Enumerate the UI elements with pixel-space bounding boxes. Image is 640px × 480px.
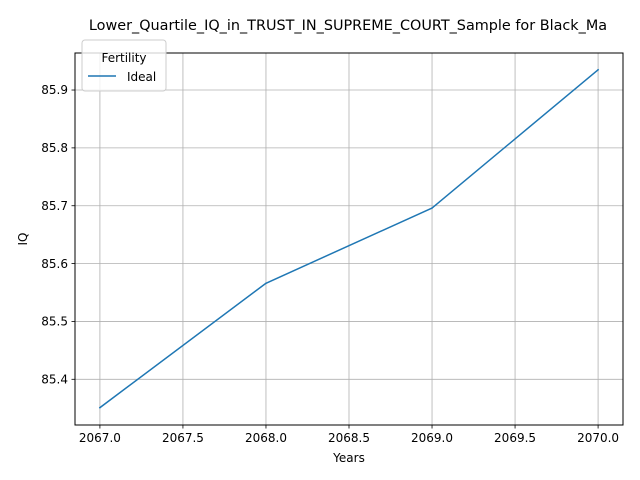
y-tick-label: 85.9 — [41, 83, 68, 97]
grid — [75, 53, 623, 425]
x-tick-label: 2070.0 — [577, 431, 619, 445]
legend-title: Fertility — [101, 51, 146, 65]
y-axis: 85.4 85.5 85.6 85.7 85.8 85.9 — [41, 83, 75, 386]
chart-title: Lower_Quartile_IQ_in_TRUST_IN_SUPREME_CO… — [89, 18, 607, 34]
legend: Fertility Ideal — [81, 39, 167, 92]
data-point — [265, 282, 267, 285]
data-point — [99, 406, 101, 409]
data-point — [597, 69, 599, 71]
x-tick-label: 2067.0 — [79, 431, 121, 445]
x-tick-label: 2067.5 — [162, 431, 204, 445]
y-tick-label: 85.4 — [41, 372, 68, 386]
y-tick-label: 85.7 — [41, 199, 68, 213]
legend-box — [81, 39, 167, 92]
x-tick-label: 2068.0 — [245, 431, 287, 445]
y-axis-label: IQ — [16, 233, 30, 246]
y-tick-label: 85.5 — [41, 315, 68, 329]
x-axis-label: Years — [332, 451, 365, 465]
x-tick-label: 2069.5 — [494, 431, 536, 445]
x-axis: 2067.0 2067.5 2068.0 2068.5 2069.0 2069.5 2070… — [79, 425, 619, 445]
data-point — [431, 207, 433, 209]
x-tick-label: 2069.0 — [411, 431, 453, 445]
series-line-ideal — [98, 68, 600, 409]
legend-label-ideal: Ideal — [127, 70, 156, 84]
y-tick-label: 85.6 — [41, 257, 68, 271]
y-tick-label: 85.8 — [41, 141, 68, 155]
x-tick-label: 2068.5 — [328, 431, 370, 445]
series-layer — [98, 68, 600, 409]
